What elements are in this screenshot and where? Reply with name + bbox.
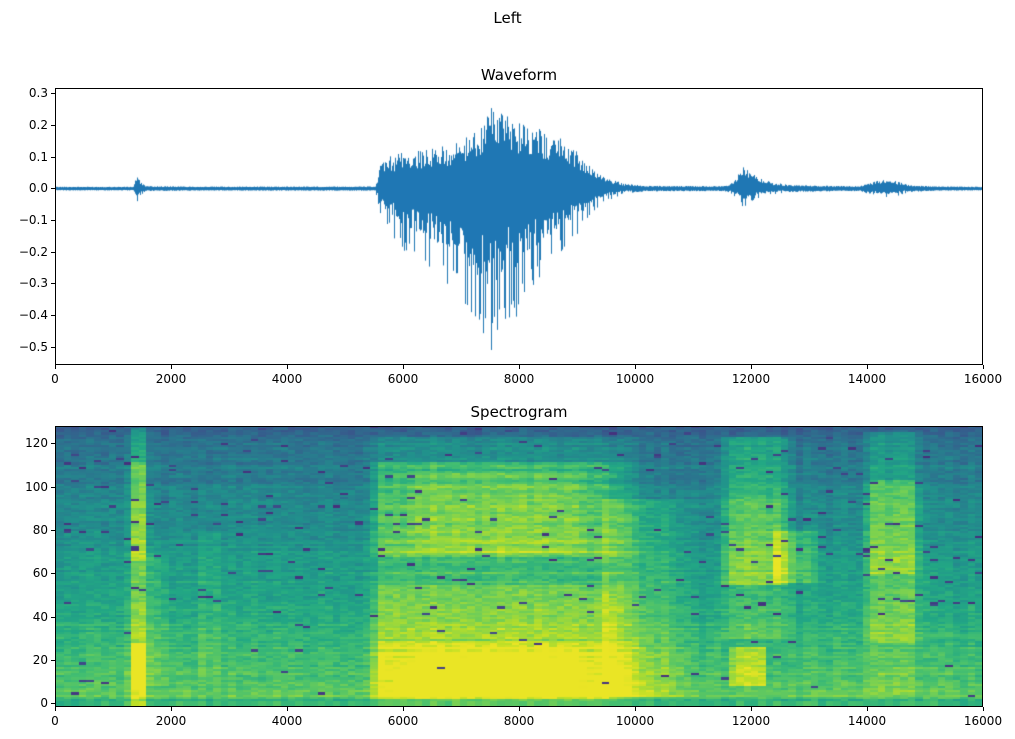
spectrogram-x-tick-label: 14000	[847, 714, 887, 728]
waveform-x-tick-label: 14000	[847, 372, 887, 386]
waveform-y-tick	[51, 124, 55, 126]
spectrogram-x-tick	[55, 707, 56, 711]
spectrogram-x-tick	[403, 707, 404, 711]
waveform-x-tick-label: 10000	[615, 372, 655, 386]
spectrogram-x-tick-label: 10000	[615, 714, 655, 728]
waveform-x-tick	[287, 365, 288, 369]
spectrogram-x-tick	[983, 707, 984, 711]
waveform-y-tick-label: 0.0	[28, 181, 48, 196]
waveform-y-tick-label: −0.5	[18, 339, 48, 354]
spectrogram-x-tick	[287, 707, 288, 711]
waveform-x-tick	[751, 365, 752, 369]
spectrogram-y-tick	[51, 486, 55, 488]
waveform-title: Waveform	[480, 66, 558, 84]
waveform-y-tick	[51, 188, 55, 190]
waveform-x-tick-label: 16000	[963, 372, 1003, 386]
spectrogram-y-tick	[51, 703, 55, 705]
waveform-y-tick	[51, 315, 55, 317]
waveform-y-tick-label: −0.2	[18, 244, 48, 259]
waveform-y-tick-label: 0.2	[28, 117, 48, 132]
waveform-y-tick-label: −0.3	[18, 276, 48, 291]
waveform-y-tick	[51, 93, 55, 95]
spectrogram-x-tick	[519, 707, 520, 711]
waveform-x-tick	[171, 365, 172, 369]
spectrogram-y-tick-label: 80	[32, 522, 48, 537]
waveform-y-tick	[51, 283, 55, 285]
spectrogram-x-tick-label: 12000	[731, 714, 771, 728]
spectrogram-y-tick-label: 20	[32, 652, 48, 667]
waveform-y-tick	[51, 251, 55, 253]
waveform-x-tick	[519, 365, 520, 369]
waveform-x-tick-label: 12000	[731, 372, 771, 386]
waveform-x-tick-label: 4000	[271, 372, 303, 386]
spectrogram-x-tick-label: 16000	[963, 714, 1003, 728]
spectrogram-x-tick-label: 0	[51, 714, 59, 728]
spectrogram-y-tick	[51, 659, 55, 661]
spectrogram-x-tick-label: 6000	[387, 714, 419, 728]
spectrogram-x-tick	[751, 707, 752, 711]
spectrogram-y-tick-label: 120	[25, 436, 48, 451]
waveform-x-tick	[635, 365, 636, 369]
waveform-x-tick	[867, 365, 868, 369]
spectrogram-y-tick-label: 100	[25, 479, 48, 494]
waveform-x-tick-label: 2000	[155, 372, 187, 386]
waveform-x-tick	[55, 365, 56, 369]
spectrogram-x-tick-label: 4000	[271, 714, 303, 728]
spectrogram-x-tick	[867, 707, 868, 711]
waveform-y-tick-label: 0.3	[28, 86, 48, 101]
spectrogram-x-tick	[171, 707, 172, 711]
waveform-y-tick-label: 0.1	[28, 149, 48, 164]
spectrogram-y-tick	[51, 616, 55, 618]
spectrogram-y-tick-label: 60	[32, 566, 48, 581]
waveform-axes	[55, 88, 983, 365]
spectrogram-plot	[56, 427, 982, 706]
spectrogram-y-tick	[51, 573, 55, 575]
waveform-plot	[56, 89, 982, 364]
waveform-x-tick-label: 0	[51, 372, 59, 386]
spectrogram-y-tick	[51, 443, 55, 445]
spectrogram-axes	[55, 426, 983, 707]
waveform-x-tick	[403, 365, 404, 369]
spectrogram-y-tick-label: 0	[40, 696, 48, 711]
spectrogram-title: Spectrogram	[470, 403, 568, 421]
spectrogram-y-tick-label: 40	[32, 609, 48, 624]
spectrogram-x-tick-label: 8000	[503, 714, 535, 728]
spectrogram-y-tick	[51, 529, 55, 531]
waveform-x-tick	[983, 365, 984, 369]
waveform-y-tick	[51, 156, 55, 158]
spectrogram-x-tick	[635, 707, 636, 711]
waveform-y-tick-label: −0.1	[18, 213, 48, 228]
waveform-y-tick	[51, 220, 55, 222]
figure-suptitle: Left	[493, 9, 522, 27]
spectrogram-x-tick-label: 2000	[155, 714, 187, 728]
waveform-y-tick-label: −0.4	[18, 308, 48, 323]
waveform-x-tick-label: 6000	[387, 372, 419, 386]
waveform-x-tick-label: 8000	[503, 372, 535, 386]
waveform-y-tick	[51, 346, 55, 348]
